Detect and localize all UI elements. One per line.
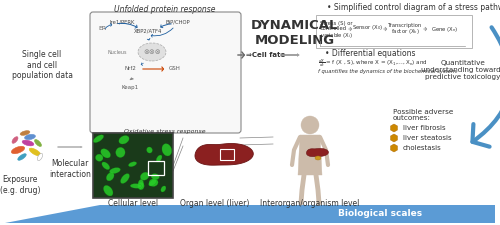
Ellipse shape xyxy=(151,174,159,180)
Text: • Differential equations: • Differential equations xyxy=(325,49,416,58)
Bar xyxy=(220,149,234,160)
Ellipse shape xyxy=(161,186,166,192)
Ellipse shape xyxy=(20,131,30,135)
Polygon shape xyxy=(195,144,254,165)
Ellipse shape xyxy=(146,147,152,153)
Ellipse shape xyxy=(148,179,156,186)
Ellipse shape xyxy=(315,156,321,160)
Ellipse shape xyxy=(24,134,36,140)
Ellipse shape xyxy=(94,135,104,143)
Text: Biological scales: Biological scales xyxy=(338,209,422,218)
Text: cholestasis: cholestasis xyxy=(403,145,442,151)
Text: BiP/CHOP: BiP/CHOP xyxy=(166,20,190,25)
FancyArrowPatch shape xyxy=(281,54,299,56)
Text: Nrf2: Nrf2 xyxy=(124,67,136,72)
Ellipse shape xyxy=(12,146,24,154)
Ellipse shape xyxy=(138,180,143,189)
Text: Quantitative
understanding towards
predictive toxicology: Quantitative understanding towards predi… xyxy=(421,60,500,80)
Ellipse shape xyxy=(128,162,136,166)
Circle shape xyxy=(301,116,319,134)
Ellipse shape xyxy=(106,173,114,181)
Ellipse shape xyxy=(29,148,41,156)
Text: Transcription: Transcription xyxy=(388,23,422,29)
Text: Exposure
(e.g. drug): Exposure (e.g. drug) xyxy=(0,175,40,195)
Ellipse shape xyxy=(12,137,18,143)
Text: Sensor (X$_0$): Sensor (X$_0$) xyxy=(352,22,384,32)
Text: Keap1: Keap1 xyxy=(122,85,138,90)
Text: variable (X$_i$): variable (X$_i$) xyxy=(320,31,354,40)
Ellipse shape xyxy=(110,168,120,173)
Ellipse shape xyxy=(96,154,103,161)
Text: factor (X$_k$): factor (X$_k$) xyxy=(390,27,420,36)
FancyArrowPatch shape xyxy=(58,146,82,148)
Ellipse shape xyxy=(162,144,172,156)
Polygon shape xyxy=(306,148,328,157)
Text: ER: ER xyxy=(98,27,106,32)
Polygon shape xyxy=(298,135,322,175)
Text: Controlled: Controlled xyxy=(320,27,347,32)
Text: ⊗⊗⊗: ⊗⊗⊗ xyxy=(143,49,161,55)
Ellipse shape xyxy=(101,149,110,158)
Text: DYNAMICAL
MODELING: DYNAMICAL MODELING xyxy=(252,19,339,47)
Text: Interorgan/organism level: Interorgan/organism level xyxy=(260,198,360,207)
Text: Possible adverse
outcomes:: Possible adverse outcomes: xyxy=(393,108,454,122)
FancyBboxPatch shape xyxy=(316,14,472,47)
Text: Single cell
and cell
population data: Single cell and cell population data xyxy=(12,50,72,80)
Ellipse shape xyxy=(120,174,130,183)
Text: Nucleus: Nucleus xyxy=(108,50,127,54)
Ellipse shape xyxy=(138,43,166,61)
Text: Ire1/PERK: Ire1/PERK xyxy=(110,20,134,25)
Polygon shape xyxy=(5,205,495,223)
Ellipse shape xyxy=(18,154,26,160)
Ellipse shape xyxy=(138,182,144,190)
Text: • Simplified control diagram of a stress pathway: • Simplified control diagram of a stress… xyxy=(327,2,500,11)
Ellipse shape xyxy=(34,140,42,146)
Text: $\frac{dX}{dt}$ = f (X , S), where X = (X$_1$,..., X$_n$) and: $\frac{dX}{dt}$ = f (X , S), where X = (… xyxy=(318,57,428,69)
Ellipse shape xyxy=(119,136,129,144)
Bar xyxy=(148,161,164,175)
Ellipse shape xyxy=(104,185,113,196)
Text: Stress (S) or: Stress (S) or xyxy=(320,20,352,25)
FancyBboxPatch shape xyxy=(90,12,241,133)
Ellipse shape xyxy=(140,172,149,180)
Ellipse shape xyxy=(22,140,34,146)
Ellipse shape xyxy=(38,153,43,161)
Text: Gene (X$_n$): Gene (X$_n$) xyxy=(432,25,458,34)
Text: ⇒Cell fate: ⇒Cell fate xyxy=(246,52,286,58)
Text: liver fibrosis: liver fibrosis xyxy=(403,125,446,131)
Text: Cellular level: Cellular level xyxy=(108,198,158,207)
Text: XBP2/ATF4: XBP2/ATF4 xyxy=(134,29,162,34)
Text: Unfolded protein response: Unfolded protein response xyxy=(114,4,216,13)
Text: f quantifies the dynamics of the biochemical system.: f quantifies the dynamics of the biochem… xyxy=(318,70,458,74)
Ellipse shape xyxy=(102,162,110,170)
Ellipse shape xyxy=(149,179,158,187)
Text: Molecular
interaction: Molecular interaction xyxy=(49,159,91,179)
Ellipse shape xyxy=(116,147,125,157)
Ellipse shape xyxy=(156,155,162,162)
Text: Organ level (liver): Organ level (liver) xyxy=(180,198,250,207)
Text: liver steatosis: liver steatosis xyxy=(403,135,452,141)
Text: Oxidative stress response: Oxidative stress response xyxy=(124,130,206,135)
Text: GSH: GSH xyxy=(169,67,181,72)
Bar xyxy=(93,133,173,198)
Ellipse shape xyxy=(130,184,142,188)
